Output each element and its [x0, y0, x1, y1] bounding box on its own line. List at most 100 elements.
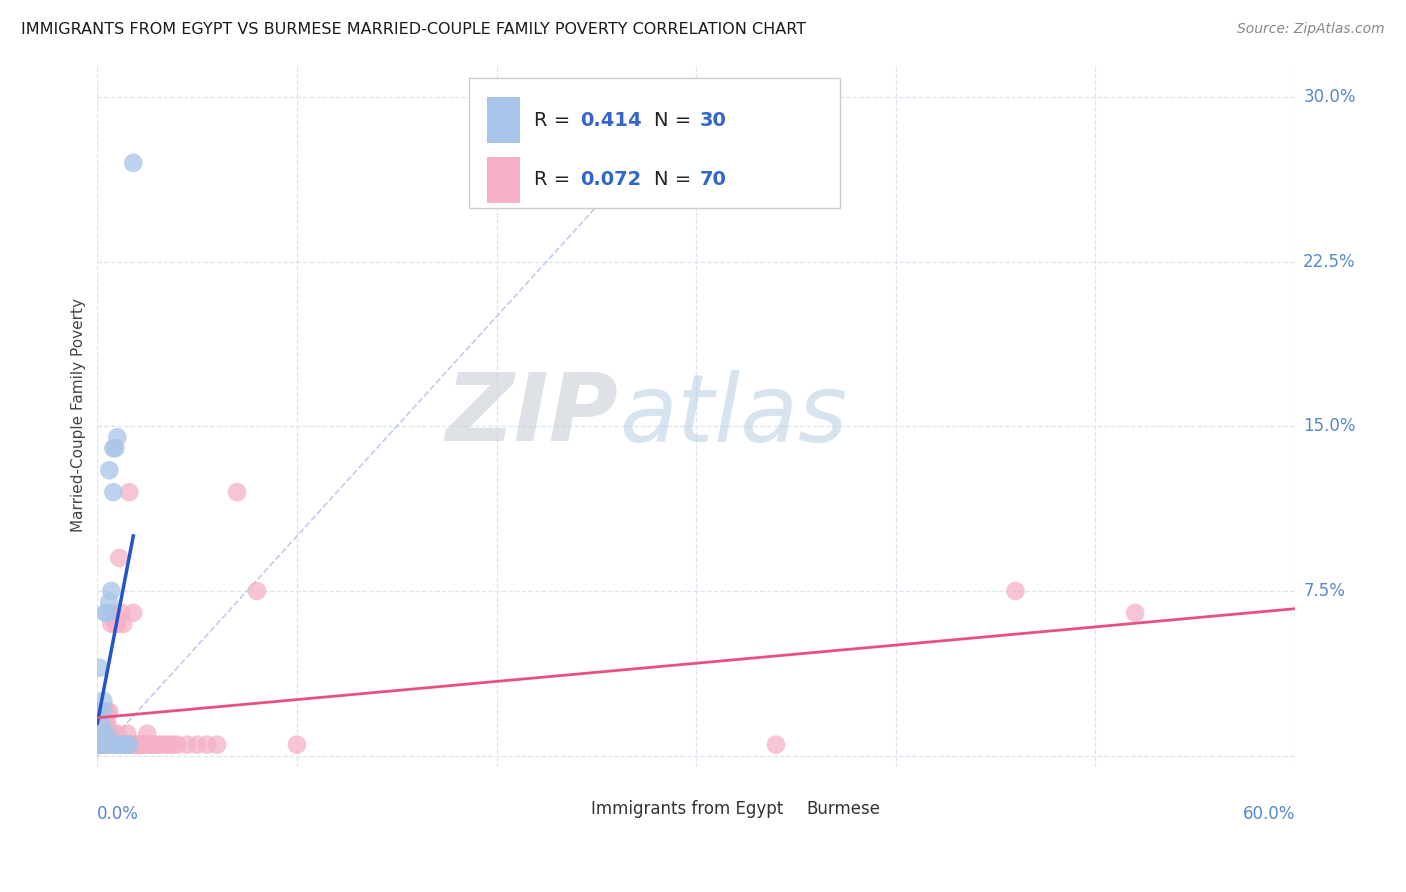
- FancyBboxPatch shape: [768, 796, 799, 822]
- Point: [226, 485, 249, 500]
- Point: [96, 738, 118, 752]
- Point: [132, 738, 155, 752]
- Point: [90, 715, 112, 730]
- Text: N =: N =: [654, 111, 697, 129]
- Text: 0.414: 0.414: [579, 111, 641, 129]
- Point: [108, 738, 131, 752]
- Text: Immigrants from Egypt: Immigrants from Egypt: [591, 800, 783, 818]
- Text: N =: N =: [654, 170, 697, 189]
- Point: [100, 738, 122, 752]
- Text: Source: ZipAtlas.com: Source: ZipAtlas.com: [1237, 22, 1385, 37]
- Point: [91, 705, 114, 719]
- Point: [124, 738, 146, 752]
- Point: [100, 738, 122, 752]
- Point: [155, 738, 177, 752]
- Text: 30: 30: [700, 111, 727, 129]
- Point: [105, 430, 128, 444]
- Point: [117, 738, 139, 752]
- Point: [98, 463, 121, 477]
- Point: [90, 738, 112, 752]
- Point: [90, 726, 112, 740]
- Point: [114, 738, 136, 752]
- Point: [129, 738, 152, 752]
- Point: [166, 738, 188, 752]
- Text: ZIP: ZIP: [446, 369, 619, 461]
- Point: [104, 738, 127, 752]
- Point: [127, 738, 149, 752]
- Point: [103, 442, 125, 456]
- Point: [765, 738, 787, 752]
- Point: [98, 705, 121, 719]
- Point: [112, 738, 135, 752]
- Point: [141, 738, 163, 752]
- Point: [110, 738, 132, 752]
- Point: [150, 738, 173, 752]
- Point: [105, 616, 128, 631]
- Point: [1004, 584, 1026, 599]
- Text: IMMIGRANTS FROM EGYPT VS BURMESE MARRIED-COUPLE FAMILY POVERTY CORRELATION CHART: IMMIGRANTS FROM EGYPT VS BURMESE MARRIED…: [21, 22, 806, 37]
- Point: [162, 738, 184, 752]
- Point: [89, 661, 111, 675]
- Point: [89, 726, 111, 740]
- Point: [96, 726, 118, 740]
- Point: [103, 485, 125, 500]
- Point: [110, 606, 132, 620]
- Point: [157, 738, 180, 752]
- Text: R =: R =: [534, 111, 576, 129]
- Point: [105, 738, 128, 752]
- Point: [100, 616, 122, 631]
- Point: [100, 584, 122, 599]
- Point: [89, 705, 111, 719]
- Point: [114, 738, 136, 752]
- Text: 7.5%: 7.5%: [1303, 582, 1346, 600]
- Point: [90, 705, 112, 719]
- Point: [120, 738, 142, 752]
- Point: [108, 738, 131, 752]
- Point: [103, 738, 125, 752]
- FancyBboxPatch shape: [468, 78, 839, 208]
- Point: [195, 738, 218, 752]
- Point: [94, 606, 117, 620]
- Point: [136, 726, 159, 740]
- Point: [118, 485, 141, 500]
- Point: [103, 726, 125, 740]
- Point: [1123, 606, 1146, 620]
- Text: 60.0%: 60.0%: [1243, 805, 1295, 823]
- Point: [96, 738, 118, 752]
- Point: [90, 738, 112, 752]
- Text: 0.0%: 0.0%: [97, 805, 139, 823]
- Point: [98, 738, 121, 752]
- Point: [205, 738, 228, 752]
- Point: [110, 738, 132, 752]
- Point: [94, 715, 117, 730]
- Point: [96, 715, 118, 730]
- Point: [98, 595, 121, 609]
- Point: [176, 738, 198, 752]
- Point: [118, 738, 141, 752]
- Point: [118, 738, 141, 752]
- Point: [91, 738, 114, 752]
- Point: [94, 738, 117, 752]
- Point: [146, 738, 169, 752]
- Point: [94, 726, 117, 740]
- Point: [89, 705, 111, 719]
- Point: [91, 694, 114, 708]
- Point: [94, 738, 117, 752]
- Point: [108, 551, 131, 566]
- Point: [98, 726, 121, 740]
- Point: [104, 616, 127, 631]
- Point: [91, 726, 114, 740]
- Text: R =: R =: [534, 170, 576, 189]
- Point: [112, 738, 135, 752]
- Point: [91, 738, 114, 752]
- Point: [112, 616, 135, 631]
- Text: 15.0%: 15.0%: [1303, 417, 1355, 435]
- Point: [117, 726, 139, 740]
- Point: [89, 738, 111, 752]
- Point: [105, 726, 128, 740]
- Point: [104, 442, 127, 456]
- Text: 70: 70: [700, 170, 727, 189]
- Point: [96, 606, 118, 620]
- FancyBboxPatch shape: [486, 157, 520, 202]
- Point: [91, 715, 114, 730]
